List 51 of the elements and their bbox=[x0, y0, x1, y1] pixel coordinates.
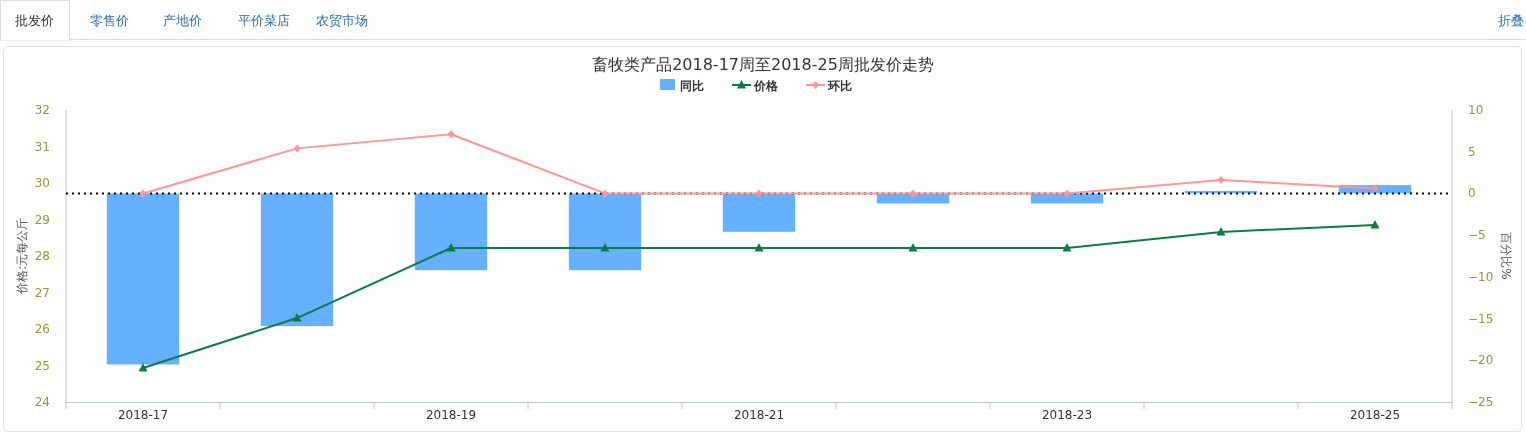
y-axis-title: 价格:元每公斤 bbox=[15, 217, 29, 296]
text: 零售价 bbox=[90, 13, 129, 28]
y-tick-label: 29 bbox=[34, 212, 50, 227]
text: 折叠 bbox=[1498, 13, 1524, 28]
y-tick-label: 24 bbox=[34, 395, 50, 409]
chart-title: 畜牧类产品2018-17周至2018-25周批发价走势 bbox=[592, 55, 934, 74]
point bbox=[139, 189, 147, 198]
x-tick-label: 2018-23 bbox=[1041, 408, 1093, 422]
text: 平价菜店 bbox=[238, 13, 290, 28]
point bbox=[293, 144, 301, 153]
point bbox=[601, 189, 609, 198]
text: 批发价 bbox=[14, 13, 54, 28]
bar bbox=[106, 193, 180, 365]
y2-tick-label: 0 bbox=[1468, 186, 1476, 201]
point bbox=[909, 189, 917, 198]
y2-tick-label: −10 bbox=[1468, 269, 1494, 284]
point bbox=[292, 313, 302, 322]
y-tick-label: 32 bbox=[34, 103, 50, 117]
x-tick-label: 2018-19 bbox=[425, 408, 477, 422]
y-tick-label: 30 bbox=[34, 176, 50, 190]
x-tick-label: 2018-17 bbox=[117, 408, 169, 422]
point bbox=[447, 130, 455, 139]
y-tick-label: 31 bbox=[34, 139, 50, 154]
bar bbox=[414, 193, 488, 271]
y2-tick-label: 10 bbox=[1468, 103, 1484, 117]
y2-tick-label: −5 bbox=[1468, 228, 1486, 243]
point bbox=[138, 363, 148, 372]
bar bbox=[260, 193, 334, 327]
y2-tick-label: −20 bbox=[1468, 353, 1494, 368]
x-tick-label: 2018-21 bbox=[733, 408, 785, 422]
point bbox=[1371, 184, 1379, 193]
y2-tick-label: −15 bbox=[1468, 311, 1494, 326]
bar bbox=[568, 193, 642, 271]
y2-tick-label: 5 bbox=[1468, 144, 1476, 159]
point bbox=[1217, 176, 1225, 185]
y-tick-label: 27 bbox=[34, 285, 50, 300]
x-tick-label: 2018-25 bbox=[1349, 408, 1401, 422]
y2-tick-label: −25 bbox=[1468, 395, 1494, 409]
bar bbox=[1030, 193, 1104, 204]
legend-label: 价格 bbox=[753, 79, 779, 93]
text: 产地价 bbox=[163, 13, 202, 28]
point bbox=[1063, 189, 1071, 198]
y-tick-label: 25 bbox=[34, 358, 50, 373]
text: 农贸市场 bbox=[316, 13, 368, 28]
y2-axis-title: 百分比% bbox=[1499, 232, 1513, 280]
y-tick-label: 26 bbox=[34, 322, 50, 336]
legend-label: 环比 bbox=[827, 79, 852, 93]
bar bbox=[722, 193, 796, 232]
point bbox=[755, 189, 763, 198]
legend-label: 同比 bbox=[680, 79, 704, 93]
y-tick-label: 28 bbox=[34, 249, 50, 263]
